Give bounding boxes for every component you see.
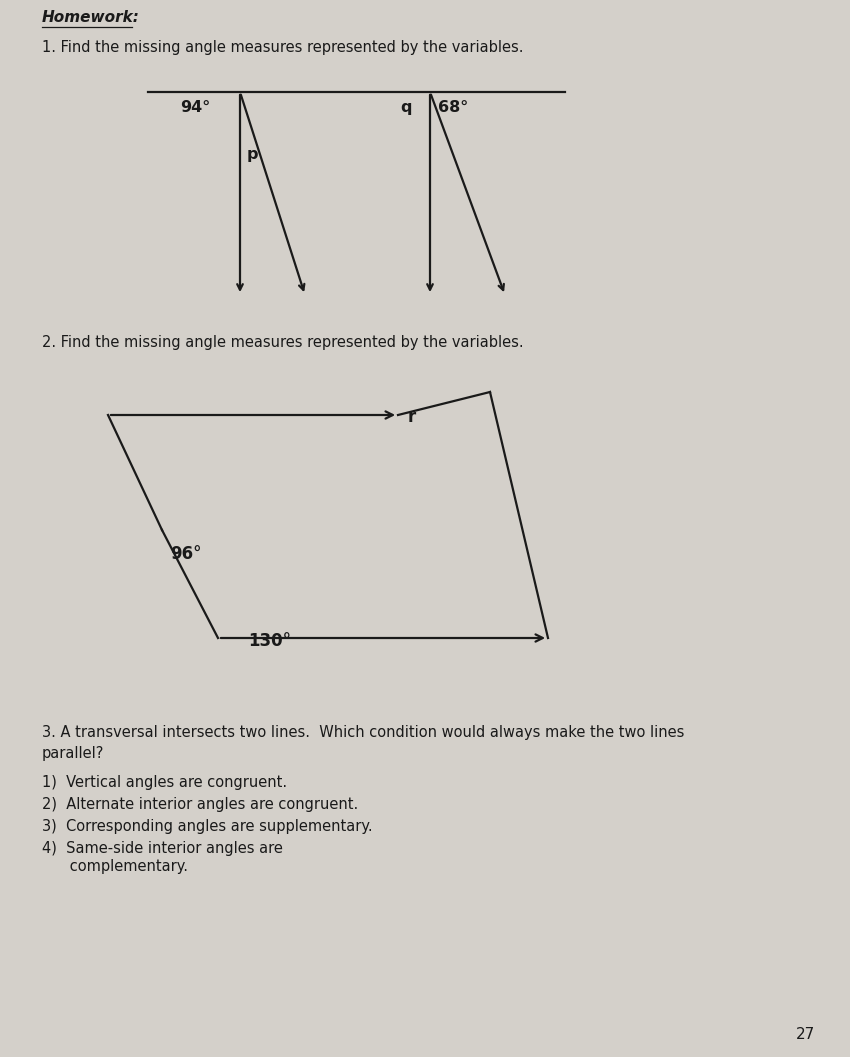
Text: 27: 27 — [796, 1027, 815, 1042]
Text: Homework:: Homework: — [42, 10, 140, 25]
Text: 3)  Corresponding angles are supplementary.: 3) Corresponding angles are supplementar… — [42, 819, 372, 834]
Text: 96°: 96° — [170, 545, 201, 563]
Text: 1)  Vertical angles are congruent.: 1) Vertical angles are congruent. — [42, 775, 287, 790]
Text: complementary.: complementary. — [42, 859, 188, 874]
Text: r: r — [408, 408, 416, 426]
Text: 2. Find the missing angle measures represented by the variables.: 2. Find the missing angle measures repre… — [42, 335, 524, 350]
Text: 130°: 130° — [248, 632, 291, 650]
Text: 94°: 94° — [180, 100, 210, 115]
Text: 4)  Same-side interior angles are: 4) Same-side interior angles are — [42, 841, 283, 856]
Text: 2)  Alternate interior angles are congruent.: 2) Alternate interior angles are congrue… — [42, 797, 358, 812]
Text: 1. Find the missing angle measures represented by the variables.: 1. Find the missing angle measures repre… — [42, 40, 524, 55]
Text: 3. A transversal intersects two lines.  Which condition would always make the tw: 3. A transversal intersects two lines. W… — [42, 725, 684, 761]
Text: 68°: 68° — [438, 100, 468, 115]
Text: q: q — [400, 100, 411, 115]
Text: p: p — [247, 147, 258, 162]
